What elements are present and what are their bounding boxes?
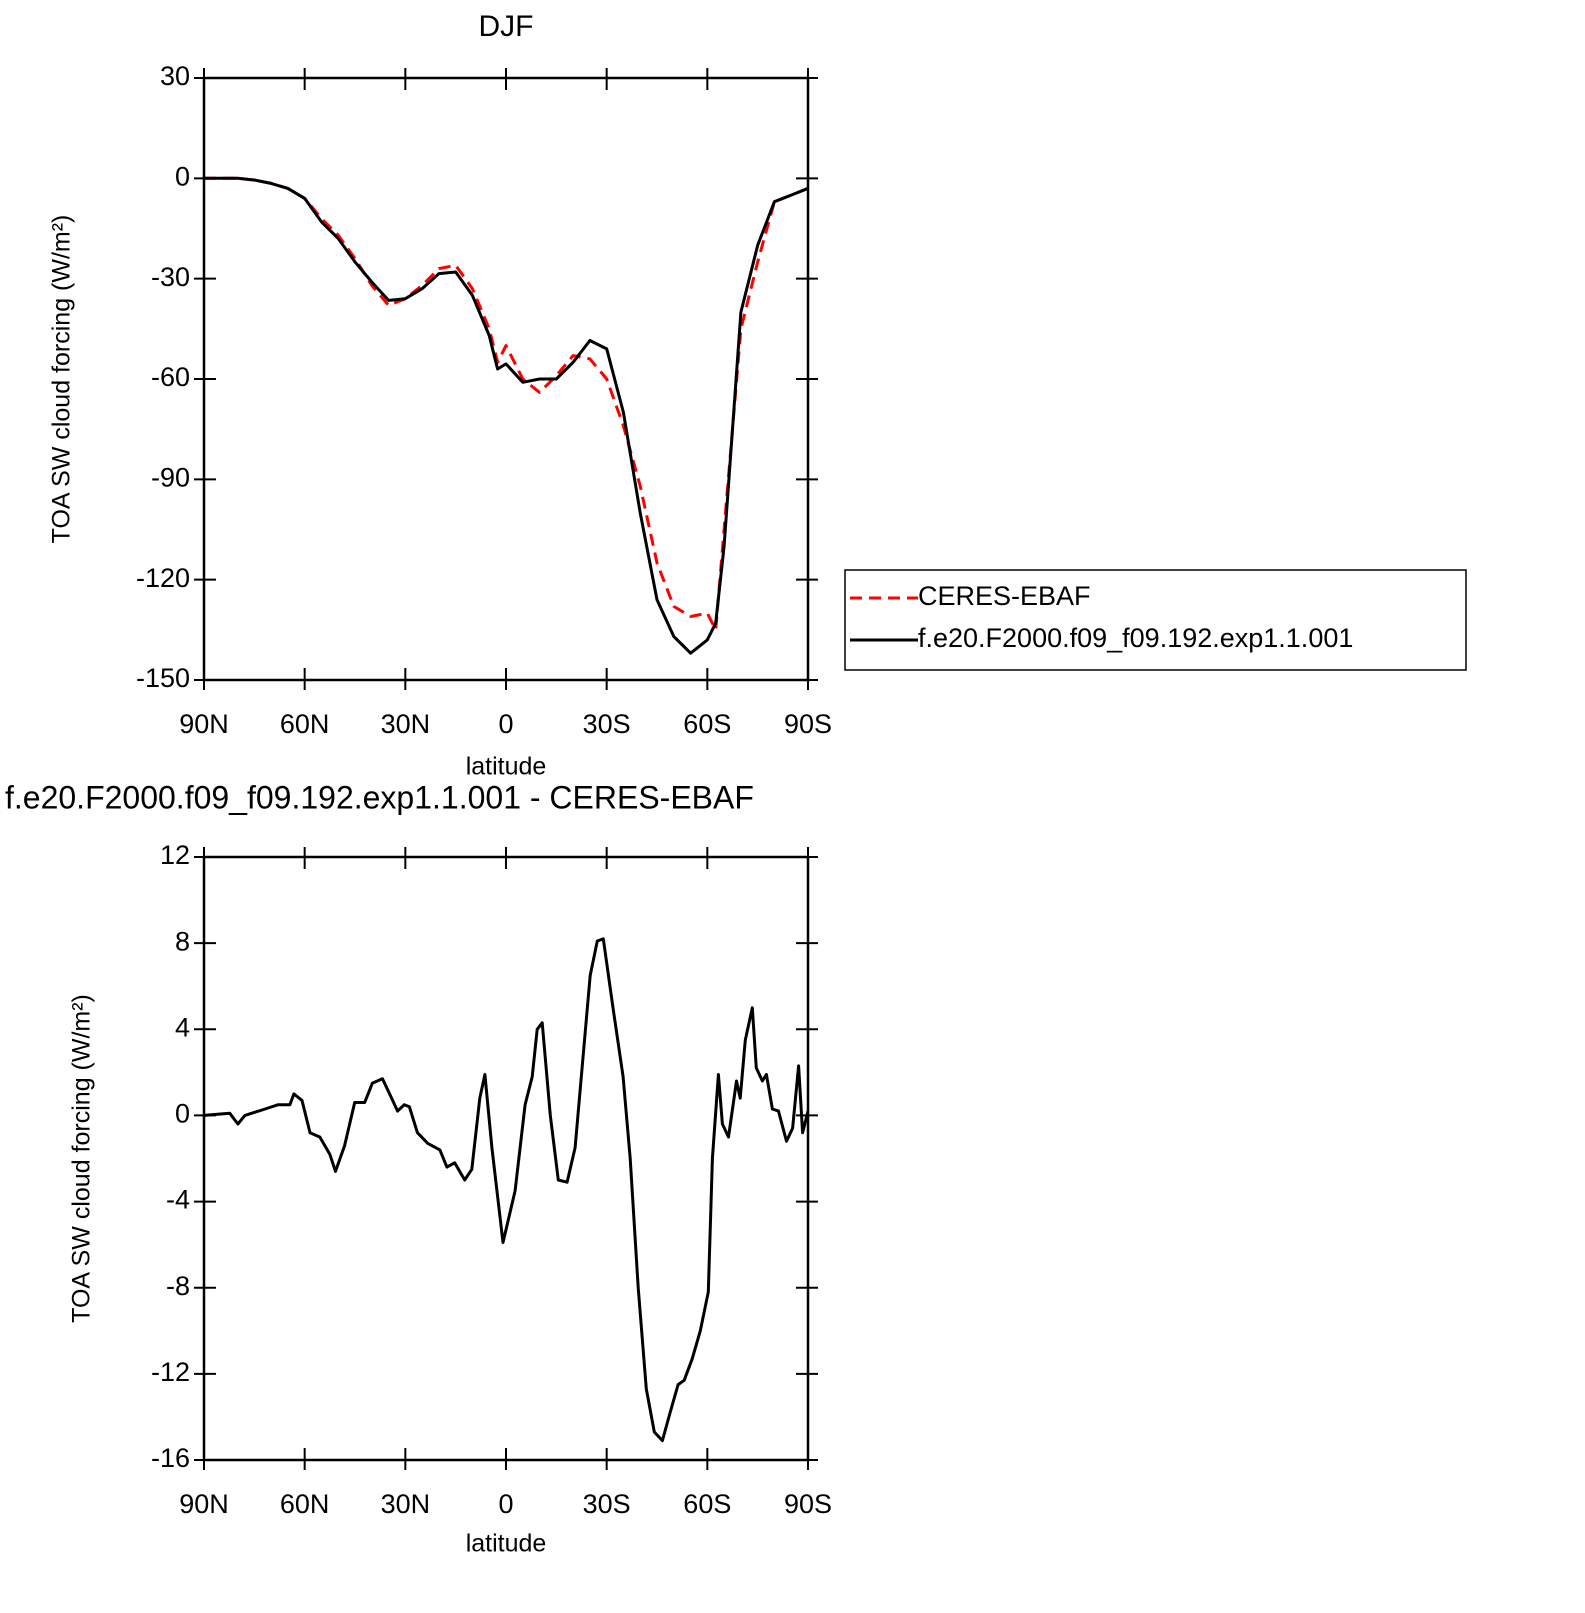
data-line — [204, 176, 809, 632]
x-tick-label: 90S — [784, 1489, 832, 1519]
y-tick-label: -12 — [151, 1357, 190, 1387]
y-axis-label: TOA SW cloud forcing (W/m²) — [68, 994, 96, 1323]
y-tick-label: -8 — [166, 1271, 190, 1301]
legend-box — [844, 569, 1467, 671]
legend-label: f.e20.F2000.f09_f09.192.exp1.1.001 — [918, 623, 1353, 653]
x-tick-label: 0 — [498, 709, 513, 739]
plot-frame — [202, 855, 810, 1462]
data-line — [203, 937, 810, 1443]
x-tick-label: 0 — [498, 1489, 513, 1519]
x-tick-label: 60S — [683, 709, 731, 739]
x-tick-label: 60N — [280, 1489, 330, 1519]
x-tick-label: 30N — [381, 709, 431, 739]
x-axis-label: latitude — [466, 753, 547, 781]
y-tick-label: -120 — [136, 563, 190, 593]
y-tick-label: -90 — [151, 462, 190, 492]
y-tick-label: -60 — [151, 362, 190, 392]
chart-title: f.e20.F2000.f09_f09.192.exp1.1.001 - CER… — [5, 779, 754, 815]
y-tick-label: -16 — [151, 1443, 190, 1473]
y-tick-label: 30 — [160, 61, 190, 91]
data-line — [204, 176, 809, 655]
x-tick-label: 60S — [683, 1489, 731, 1519]
y-tick-label: -150 — [136, 663, 190, 693]
x-tick-label: 60N — [280, 709, 330, 739]
plot-frame — [202, 76, 810, 682]
y-tick-label: -30 — [151, 262, 190, 292]
y-tick-label: 4 — [175, 1012, 190, 1042]
x-tick-label: 30N — [381, 1489, 431, 1519]
x-tick-label: 90N — [179, 709, 229, 739]
chart-title: DJF — [479, 10, 534, 43]
y-tick-label: 0 — [175, 1099, 190, 1129]
x-tick-label: 90N — [179, 1489, 229, 1519]
legend-label: CERES-EBAF — [918, 581, 1091, 611]
y-tick-label: 0 — [175, 161, 190, 191]
y-tick-label: 8 — [175, 926, 190, 956]
y-tick-label: 12 — [160, 840, 190, 870]
x-axis-label: latitude — [466, 1530, 547, 1558]
y-axis-label: TOA SW cloud forcing (W/m²) — [48, 215, 76, 544]
x-tick-label: 90S — [784, 709, 832, 739]
x-tick-label: 30S — [583, 709, 631, 739]
y-tick-label: -4 — [166, 1185, 190, 1215]
x-tick-label: 30S — [583, 1489, 631, 1519]
